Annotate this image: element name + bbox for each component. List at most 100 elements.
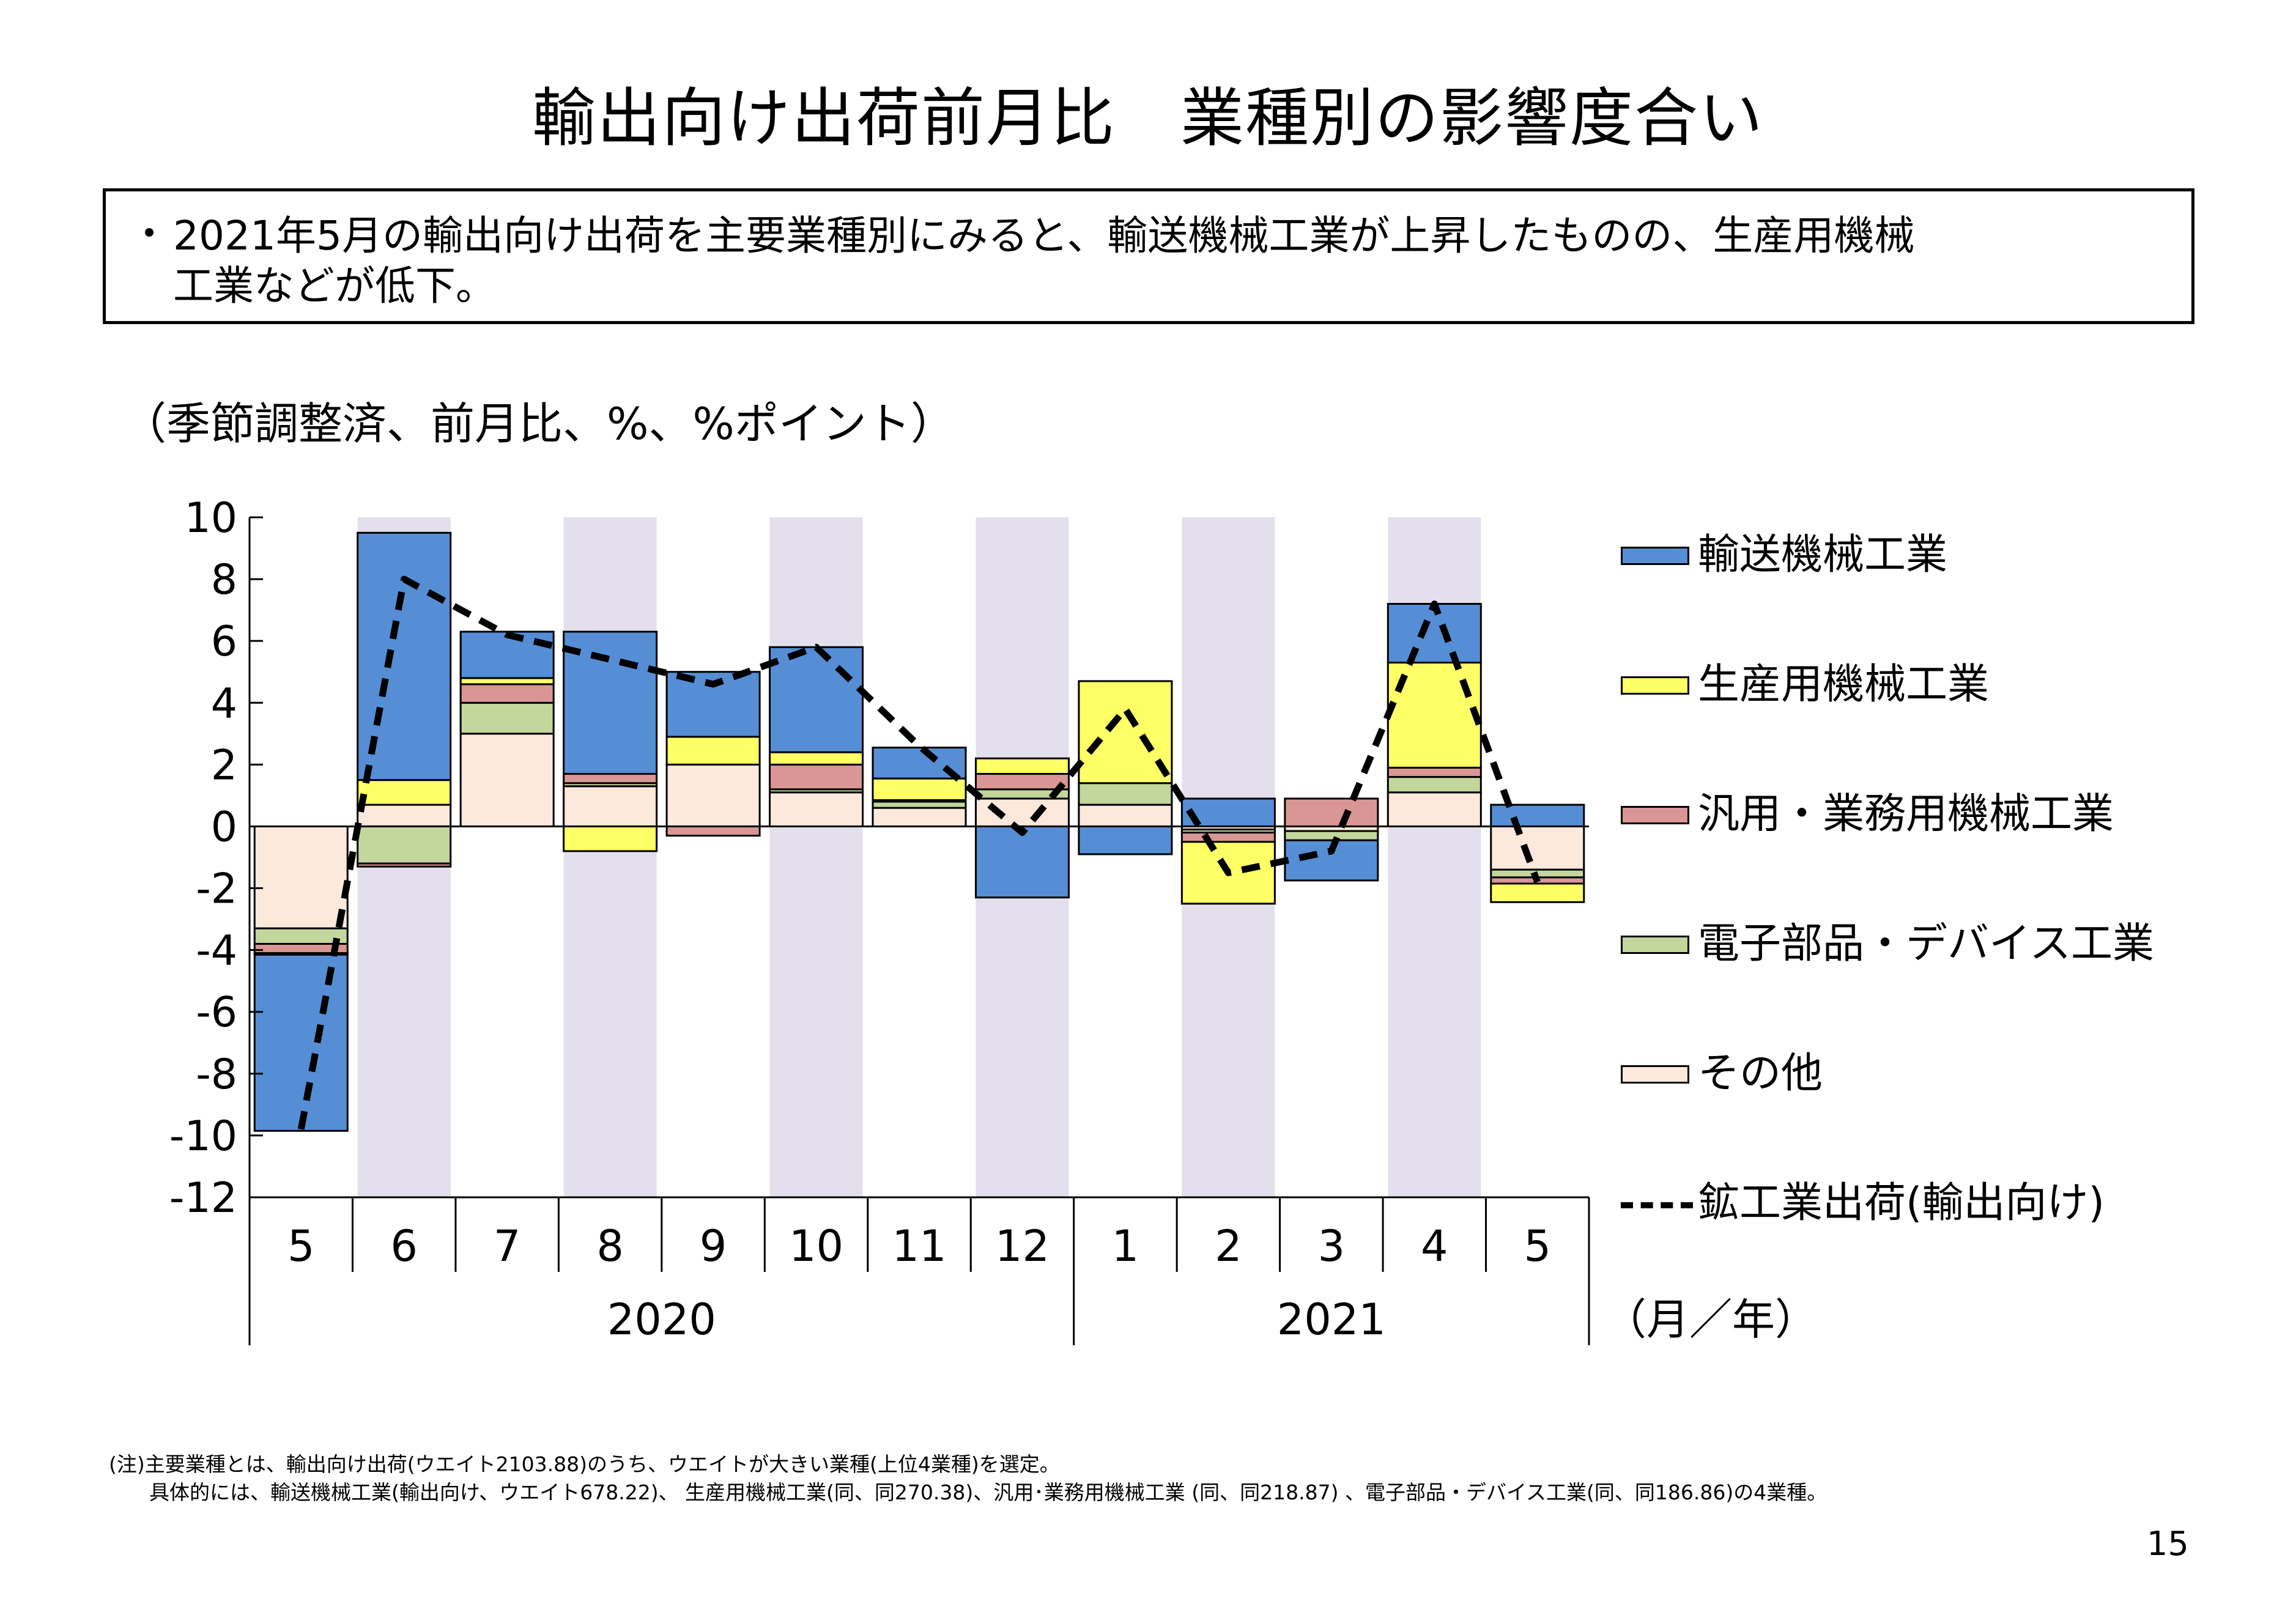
legend-swatch-shipments	[1621, 1202, 1693, 1208]
bar-segment	[974, 825, 1070, 899]
bar-segment	[872, 807, 967, 827]
bar-segment	[1284, 797, 1379, 827]
legend-item-production: 生産用機械工業	[1621, 656, 2294, 711]
y-tick-label: 10	[184, 494, 237, 542]
legend-label-electronics: 電子部品・デバイス工業	[1698, 920, 2154, 968]
legend-swatch-electronics	[1621, 936, 1689, 954]
y-tick-label: -12	[169, 1174, 237, 1222]
y-tick-label: -8	[196, 1051, 237, 1099]
x-tick-label: 9	[700, 1221, 727, 1271]
shade-band	[769, 517, 863, 1197]
legend-item-shipments: 鉱工業出荷(輸出向け)	[1621, 1174, 2294, 1229]
bar-segment	[563, 825, 658, 852]
bar-segment	[459, 677, 555, 685]
y-tick-label: 2	[211, 741, 237, 789]
bar-segment	[459, 733, 555, 827]
year-label: 2020	[607, 1295, 716, 1345]
bar-segment	[1078, 782, 1173, 806]
legend-label-other: その他	[1698, 1049, 1823, 1098]
summary-text: 2021年5月の輸出向け出荷を主要業種別にみると、輸送機械工業が上昇したものの、…	[173, 212, 1915, 309]
y-tick-label: -2	[196, 865, 237, 914]
x-tick-label: 5	[287, 1221, 315, 1271]
x-tick-label: 10	[789, 1221, 843, 1271]
x-tick-label: 5	[1524, 1221, 1551, 1271]
unit-label: （季節調整済、前月比、%、%ポイント）	[122, 398, 955, 449]
bar-segment	[1387, 766, 1482, 778]
legend-label-shipments: 鉱工業出荷(輸出向け)	[1698, 1179, 2105, 1227]
bar-segment	[872, 777, 967, 801]
x-tick-label: 4	[1421, 1221, 1448, 1271]
legend-swatch-production	[1621, 676, 1689, 695]
bar-segment	[872, 800, 967, 809]
y-tick-label: 8	[211, 556, 237, 604]
legend-item-general: 汎用・業務用機械工業	[1621, 785, 2294, 840]
bar-segment	[357, 825, 452, 865]
bar-segment	[253, 825, 349, 929]
bar-segment	[769, 791, 864, 827]
page-title: 輸出向け出荷前月比 業種別の影響度合い	[531, 81, 1764, 155]
legend-label-general: 汎用・業務用機械工業	[1698, 790, 2114, 838]
x-tick-label: 11	[892, 1221, 946, 1271]
bar-segment	[769, 763, 864, 791]
bar-segment	[253, 953, 349, 1132]
x-tick-label: 12	[995, 1221, 1050, 1271]
legend-item-other: その他	[1621, 1044, 2294, 1099]
bar-segment	[1387, 791, 1482, 827]
legend-label-transport: 輸送機械工業	[1698, 531, 1948, 579]
bar-segment	[665, 671, 761, 738]
legend-item-electronics: 電子部品・デバイス工業	[1621, 915, 2294, 970]
bar-segment	[459, 701, 555, 735]
bar-segment	[1078, 680, 1173, 785]
bar-segment	[357, 531, 452, 781]
legend-swatch-other	[1621, 1065, 1689, 1084]
bar-segment	[769, 751, 864, 766]
bar-segment	[563, 785, 658, 827]
x-tick-label: 1	[1112, 1221, 1139, 1271]
page-number: 15	[2147, 1524, 2189, 1563]
bar-segment	[1490, 803, 1585, 827]
year-label: 2021	[1277, 1295, 1386, 1345]
bar-segment	[665, 763, 761, 827]
y-tick-label: 0	[211, 803, 237, 851]
bar-segment	[1387, 776, 1482, 794]
shade-band	[563, 517, 657, 1197]
footnote: (注)主要業種とは、輸出向け出荷(ウエイト2103.88)のうち、ウエイトが大き…	[109, 1452, 1828, 1504]
y-tick-label: -4	[196, 927, 237, 975]
bar-segment	[1078, 825, 1173, 855]
bar-segment	[1180, 832, 1276, 843]
bar-segment	[357, 803, 452, 827]
bar-segment	[1387, 603, 1482, 664]
legend-swatch-transport	[1621, 547, 1689, 565]
bar-segment	[1490, 825, 1585, 871]
legend-item-transport: 輸送機械工業	[1621, 526, 2294, 581]
bar-segment	[357, 862, 452, 868]
legend-label-production: 生産用機械工業	[1698, 660, 1990, 709]
bar-segment	[1180, 841, 1276, 905]
y-tick-label: 4	[211, 679, 237, 728]
summary-bullet: ・	[129, 210, 169, 257]
y-tick-label: 6	[211, 618, 237, 666]
x-tick-label: 7	[494, 1221, 521, 1271]
bar-layer	[253, 531, 1585, 1132]
bar-segment	[769, 646, 864, 753]
y-tick-label: -6	[196, 989, 237, 1037]
x-tick-label: 6	[390, 1221, 418, 1271]
total-line	[297, 575, 1541, 1130]
bar-segment	[665, 736, 761, 766]
bar-segment	[563, 773, 658, 785]
bar-segment	[974, 797, 1070, 827]
bar-segment	[459, 630, 555, 679]
bar-segment	[974, 757, 1070, 775]
bar-segment	[665, 825, 761, 837]
axis-layer	[248, 516, 1590, 1345]
line-layer	[297, 575, 1541, 1130]
y-tick-label: -10	[169, 1112, 237, 1161]
legend-swatch-general	[1621, 806, 1689, 824]
x-axis-label: （月／年）	[1604, 1295, 1818, 1345]
summary-box: ・ 2021年5月の輸出向け出荷を主要業種別にみると、輸送機械工業が上昇したもの…	[103, 188, 2194, 324]
x-tick-label: 2	[1215, 1221, 1242, 1271]
bar-segment	[459, 683, 555, 704]
bar-segment	[974, 773, 1070, 791]
